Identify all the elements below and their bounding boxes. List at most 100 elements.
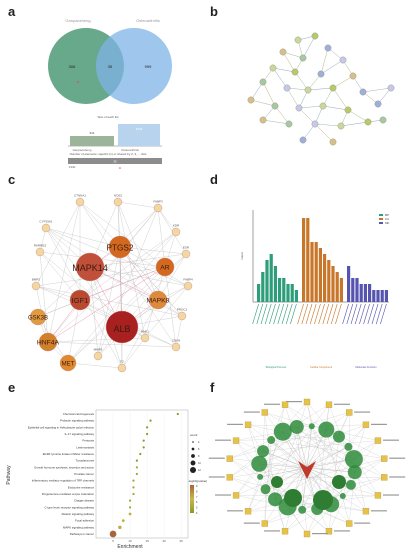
f-edge — [259, 463, 378, 496]
d-tick-label — [375, 303, 383, 325]
e-point — [128, 506, 132, 509]
d-bar-mf — [363, 284, 367, 302]
c-edge — [119, 246, 183, 317]
panel-b — [203, 0, 407, 170]
d-bar-cc — [314, 242, 318, 302]
d-bar-bp — [294, 290, 298, 302]
c-node-label: AR — [160, 265, 170, 272]
b-edge — [250, 99, 276, 107]
b-edge — [298, 89, 309, 109]
d-bar-mf — [359, 284, 363, 302]
d-tick-label — [285, 303, 293, 325]
panel-a: Ganpaosheng Osteoarthritis 306 35 999 Si… — [0, 0, 203, 170]
d-tick-label — [359, 303, 366, 325]
c-node-label: IGF1 — [72, 296, 89, 305]
d-tick-label — [256, 303, 264, 325]
f-pathway-node — [374, 492, 382, 499]
d-bar-bp — [261, 272, 265, 302]
b-edge — [322, 105, 349, 111]
bars-title: Size of each list — [97, 115, 118, 119]
e-point — [149, 419, 152, 422]
f-edge — [229, 451, 264, 478]
d-tick-label — [290, 303, 297, 325]
f-pathway-node — [325, 528, 333, 535]
d-tick-label — [367, 303, 375, 325]
e-point — [176, 412, 179, 416]
d-bar-mf — [372, 290, 376, 302]
d-bar-mf — [368, 284, 372, 302]
panel-label-a: a — [8, 4, 16, 19]
c-edge — [119, 246, 189, 287]
f-pathway-node — [261, 520, 268, 527]
venn-overlap-count: 35 — [108, 64, 113, 69]
b-node — [349, 72, 357, 80]
d-tick-label — [301, 303, 309, 325]
d-group-bp: Biological Process — [266, 366, 287, 369]
f-edge — [229, 458, 266, 490]
f-edge — [296, 426, 379, 496]
d-legend-cc: CC — [385, 217, 390, 221]
c-node — [59, 354, 77, 372]
f-pathway-node — [381, 455, 388, 462]
c-edge — [89, 266, 99, 357]
c-edge — [157, 207, 177, 233]
c-node — [93, 351, 103, 361]
f-pathway-label — [370, 510, 387, 512]
f-pathway-label — [333, 403, 350, 405]
c-node — [155, 257, 175, 277]
e-legend-count-value: 12 — [198, 469, 201, 472]
f-edge — [284, 404, 318, 510]
b-node — [364, 118, 372, 126]
bar2-left-name: 1340 — [69, 165, 76, 169]
e-legend-count-value: 10 — [198, 462, 201, 465]
e-legend-count-dot — [192, 441, 194, 443]
b-node — [285, 120, 293, 128]
f-pathway-label — [286, 401, 302, 403]
f-target-node-large — [332, 475, 346, 489]
d-bar-mf — [376, 290, 380, 302]
b-edge — [262, 81, 276, 107]
panel-d-chart: count BP CC MF Biological Process Cellul… — [240, 210, 390, 369]
b-node — [295, 104, 303, 112]
d-bar-mf — [347, 266, 351, 302]
d-bar-bp — [282, 278, 286, 302]
b-node — [299, 136, 307, 144]
f-edge — [306, 436, 340, 469]
c-edge — [47, 341, 177, 348]
f-edge — [260, 467, 308, 478]
f-edge — [264, 429, 327, 524]
b-edge — [307, 73, 322, 91]
b-edge — [307, 87, 334, 91]
b-edge — [322, 87, 334, 107]
panel-e-chart: Chemical carcinogenesis Prolactin signali… — [6, 409, 207, 550]
f-pathway-label — [227, 510, 244, 512]
e-pathway-label: Progesterone-mediated oocyte maturation — [42, 492, 95, 496]
c-edge — [47, 207, 159, 343]
c-edge — [175, 315, 183, 348]
c-node — [177, 311, 187, 321]
f-pathway-node — [346, 520, 353, 527]
c-node-label: BMP2 — [32, 278, 41, 282]
f-edge — [306, 401, 312, 427]
c-node-label: FABP3 — [153, 200, 163, 204]
panel-label-f: f — [210, 380, 215, 395]
e-legend-p-value: 4 — [196, 512, 198, 515]
e-legend-count-dot — [190, 467, 196, 473]
c-node-label: FABP4 — [183, 278, 193, 282]
e-point — [135, 459, 139, 462]
venn-right-label: Osteoarthritis — [136, 18, 160, 23]
f-pathway-label — [389, 457, 406, 459]
c-node — [181, 249, 191, 259]
e-ylabel: Pathway — [6, 465, 12, 485]
c-node-label: F2 — [120, 360, 124, 364]
d-bar-cc — [327, 260, 331, 302]
c-edge — [47, 201, 81, 343]
e-xtick: 15 — [145, 539, 149, 543]
b-edge — [302, 35, 316, 59]
d-bar-mf — [351, 278, 355, 302]
e-pathway-label: Prolactin signaling pathway — [60, 419, 94, 423]
f-edge — [263, 450, 308, 469]
f-pathway-label — [354, 411, 371, 413]
f-edge — [262, 412, 265, 452]
c-edge — [39, 251, 81, 301]
